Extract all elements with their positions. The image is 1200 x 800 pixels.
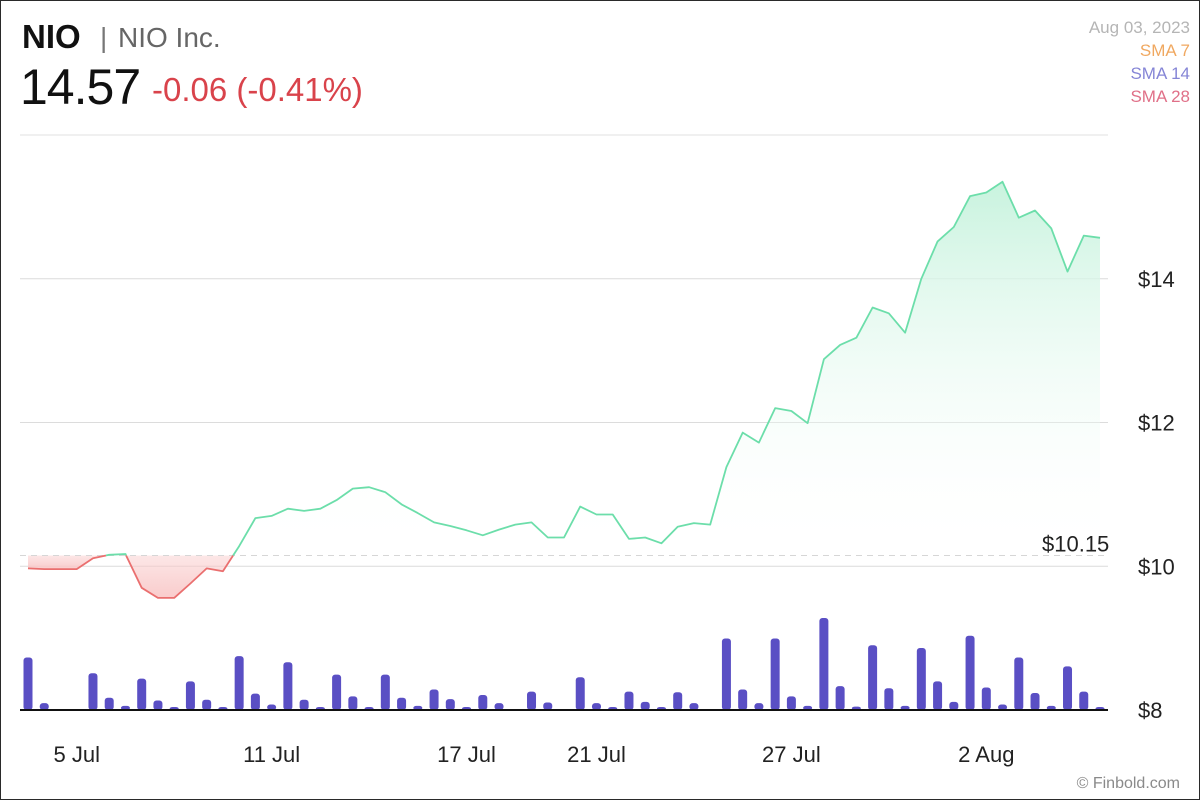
volume-bar [494,703,504,710]
x-tick-label: 11 Jul [243,742,300,767]
volume-bar [445,699,455,710]
price-line-up-3 [232,180,1101,556]
volume-bar [819,618,829,710]
company-name: NIO Inc. [118,22,221,53]
volume-bar [1046,705,1056,710]
volume-bar [137,678,147,710]
price-change: -0.06 (-0.41%) [152,71,363,108]
current-price: 14.57 [20,59,141,115]
volume-bar [803,705,813,710]
volume-bar [153,700,163,710]
volume-bar [1079,691,1089,710]
y-tick-label: $12 [1138,411,1175,436]
volume-bar [786,696,796,710]
finbold-credit: © Finbold.com [1076,775,1180,792]
volume-bar [835,686,845,710]
volume-bar [39,703,49,710]
volume-bar [23,657,33,710]
volume-bar [543,702,553,710]
x-tick-label: 5 Jul [53,742,99,767]
volume-bar [413,705,423,710]
volume-bar [721,638,731,710]
volume-bar [933,681,943,710]
volume-bar [1030,692,1040,710]
reference-label: $10.15 [1042,531,1109,556]
volume-bar [965,635,975,710]
legend-sma-7[interactable]: SMA 7 [1139,41,1190,60]
volume-bar [1014,657,1024,710]
area-fill-up-3 [233,181,1100,556]
volume-bar [88,673,98,710]
ticker-symbol: NIO [22,18,81,55]
volume-bar [478,695,488,710]
volume-bar [591,703,601,710]
x-tick-label: 27 Jul [762,742,821,767]
volume-bar [283,662,293,710]
volume-bar [998,704,1008,710]
volume-bar [299,699,309,710]
volume-bar [900,705,910,710]
header-separator: | [100,22,108,53]
volume-bar [120,705,130,710]
volume-bar [250,693,260,710]
x-tick-label: 2 Aug [958,742,1014,767]
legend-sma-28[interactable]: SMA 28 [1130,87,1190,106]
volume-bar [640,701,650,710]
volume-bar [380,674,390,710]
area-fill-down-2 [126,555,234,598]
volume-bar [738,689,748,710]
volume-bar [575,677,585,710]
volume-bar [527,691,537,710]
price-line-up-1 [105,553,127,557]
volume-bar [429,689,439,710]
volume-bar [868,645,878,710]
volume-bar [104,697,114,710]
volume-bar [770,638,780,710]
volume-bar [202,699,212,710]
volume-bar [981,687,991,710]
price-line-down-0 [27,554,107,570]
volume-bar [624,691,634,710]
legend-sma-14[interactable]: SMA 14 [1130,64,1190,83]
y-tick-label: $10 [1138,554,1175,579]
volume-bar [185,681,195,710]
volume-bar [949,701,959,710]
volume-bar [332,674,342,710]
volume-bar [689,703,699,710]
volume-bar [1063,666,1073,710]
volume-bar [884,688,894,710]
y-tick-label: $8 [1138,698,1162,723]
volume-bar [397,697,407,710]
x-tick-label: 21 Jul [567,742,626,767]
price-line-down-2 [125,555,234,599]
volume-bar [234,656,244,710]
volume-bar [754,703,764,710]
x-tick-label: 17 Jul [437,742,496,767]
volume-bar [673,692,683,710]
volume-bar [916,647,926,710]
legend-date: Aug 03, 2023 [1088,18,1190,37]
area-fill-down-0 [28,555,106,570]
volume-bar [267,704,277,710]
y-tick-label: $14 [1138,267,1175,292]
volume-bar [348,696,358,710]
